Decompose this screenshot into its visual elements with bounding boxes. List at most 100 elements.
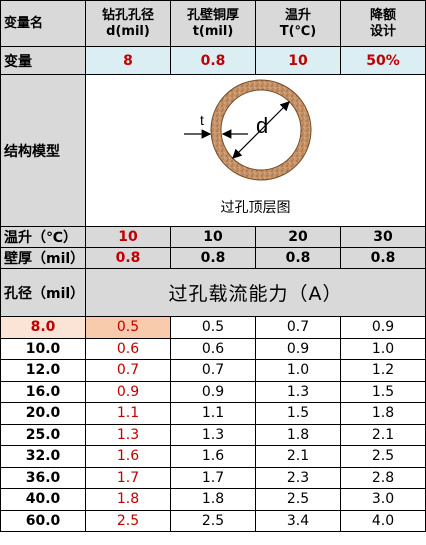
capacity-cell: 1.8 [255,423,341,446]
capacity-data-body: 8.0 0.5 0.5 0.7 0.9 10.0 0.6 0.6 0.9 1.0 12.0 0.7 0.… [0,316,426,532]
hole-diameter-cell: 10.0 [0,337,86,360]
capacity-cell: 1.7 [170,466,256,489]
temp-rise-value: 10 [85,226,171,248]
hole-diameter-cell: 8.0 [0,316,86,339]
variable-row: 变量 8 0.8 10 50% [0,46,426,75]
hole-diameter-cell: 40.0 [0,488,86,511]
capacity-cell: 1.0 [340,337,426,360]
structure-figure-cell: t d 过孔顶层图 [85,74,426,227]
header-var-name: 变量名 [0,0,86,47]
table-row: 20.0 1.1 1.1 1.5 1.8 [0,402,426,425]
hole-diameter-cell: 20.0 [0,402,86,425]
table-row: 36.0 1.7 1.7 2.3 2.8 [0,466,426,489]
table-row: 12.0 0.7 0.7 1.0 1.2 [0,359,426,382]
header-derating: 降额 设计 [340,0,426,47]
variable-drill-value: 8 [85,46,171,75]
capacity-title: 过孔载流能力（A） [85,268,426,317]
via-ring-diagram: t d [184,79,312,181]
temp-rise-row: 温升（℃） 10 10 20 30 [0,226,426,248]
hole-diameter-cell: 60.0 [0,509,86,532]
via-current-table: 变量名 钻孔孔径 d(mil) 孔壁铜厚 t(mil) 温升 T(℃) 降额 设计 变量… [0,0,426,532]
variable-derating-value: 50% [340,46,426,75]
wall-thickness-value: 0.8 [340,247,426,269]
capacity-cell: 0.7 [85,359,171,382]
capacity-cell: 2.5 [255,488,341,511]
d-arrow-a [232,129,262,159]
figure-caption: 过孔顶层图 [220,200,291,216]
capacity-cell: 2.5 [170,509,256,532]
variable-label: 变量 [0,46,86,75]
hole-diameter-label: 孔径（mil） [0,268,86,317]
temp-rise-value: 10 [170,226,256,248]
wall-thickness-value: 0.8 [170,247,256,269]
capacity-cell: 0.9 [255,337,341,360]
header-temp-rise: 温升 T(℃) [255,0,341,47]
d-arrow-b [260,101,290,131]
structure-row: 结构模型 [0,74,426,227]
variable-temp-value: 10 [255,46,341,75]
wall-thickness-value: 0.8 [85,247,171,269]
capacity-cell: 1.0 [255,359,341,382]
capacity-cell: 1.6 [85,445,171,468]
table-row: 8.0 0.5 0.5 0.7 0.9 [0,316,426,339]
via-current-table-sheet: 变量名 钻孔孔径 d(mil) 孔壁铜厚 t(mil) 温升 T(℃) 降额 设计 变量… [0,0,426,532]
hole-diameter-cell: 16.0 [0,380,86,403]
header-row: 变量名 钻孔孔径 d(mil) 孔壁铜厚 t(mil) 温升 T(℃) 降额 设计 [0,0,426,47]
table-row: 25.0 1.3 1.3 1.8 2.1 [0,423,426,446]
temp-rise-label: 温升（℃） [0,226,86,248]
temp-rise-value: 30 [340,226,426,248]
capacity-cell: 2.8 [340,466,426,489]
wall-thickness-label: 壁厚（mil） [0,247,86,269]
hole-diameter-cell: 36.0 [0,466,86,489]
t-label: t [200,112,204,128]
capacity-cell: 1.1 [170,402,256,425]
d-label: d [256,113,268,138]
capacity-cell: 2.1 [340,423,426,446]
capacity-cell: 1.3 [170,423,256,446]
capacity-cell: 0.5 [170,316,256,339]
capacity-cell: 1.3 [85,423,171,446]
capacity-cell: 0.9 [340,316,426,339]
capacity-cell: 2.5 [85,509,171,532]
capacity-cell: 1.6 [170,445,256,468]
capacity-cell: 1.2 [340,359,426,382]
capacity-cell: 1.8 [170,488,256,511]
capacity-cell: 1.5 [255,402,341,425]
table-row: 16.0 0.9 0.9 1.3 1.5 [0,380,426,403]
table-row: 40.0 1.8 1.8 2.5 3.0 [0,488,426,511]
capacity-cell: 0.7 [170,359,256,382]
capacity-cell: 0.5 [85,316,171,339]
capacity-cell: 1.8 [340,402,426,425]
wall-thickness-value: 0.8 [255,247,341,269]
hole-diameter-cell: 25.0 [0,423,86,446]
capacity-cell: 3.0 [340,488,426,511]
capacity-cell: 0.9 [85,380,171,403]
capacity-cell: 1.7 [85,466,171,489]
header-drill-diameter: 钻孔孔径 d(mil) [85,0,171,47]
variable-wall-value: 0.8 [170,46,256,75]
capacity-cell: 2.5 [340,445,426,468]
via-top-view-figure: t d 过孔顶层图 [87,76,425,226]
capacity-cell: 0.6 [170,337,256,360]
capacity-cell: 4.0 [340,509,426,532]
header-wall-copper: 孔壁铜厚 t(mil) [170,0,256,47]
table-row: 60.0 2.5 2.5 3.4 4.0 [0,509,426,532]
capacity-cell: 0.9 [170,380,256,403]
hole-diameter-cell: 32.0 [0,445,86,468]
capacity-cell: 0.6 [85,337,171,360]
table-row: 10.0 0.6 0.6 0.9 1.0 [0,337,426,360]
capacity-cell: 2.1 [255,445,341,468]
capacity-cell: 0.7 [255,316,341,339]
capacity-cell: 1.8 [85,488,171,511]
wall-thickness-row: 壁厚（mil） 0.8 0.8 0.8 0.8 [0,247,426,269]
structure-label: 结构模型 [0,74,86,227]
capacity-title-row: 孔径（mil） 过孔载流能力（A） [0,268,426,317]
hole-diameter-cell: 12.0 [0,359,86,382]
table-row: 32.0 1.6 1.6 2.1 2.5 [0,445,426,468]
capacity-cell: 1.3 [255,380,341,403]
capacity-cell: 1.1 [85,402,171,425]
temp-rise-value: 20 [255,226,341,248]
capacity-cell: 2.3 [255,466,341,489]
capacity-cell: 3.4 [255,509,341,532]
capacity-cell: 1.5 [340,380,426,403]
